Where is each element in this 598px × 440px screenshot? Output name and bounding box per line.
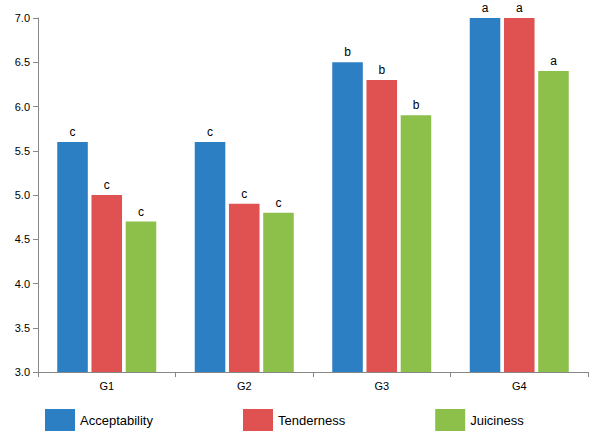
svg-text:b: b (413, 98, 420, 112)
svg-text:G1: G1 (99, 380, 114, 392)
svg-text:c: c (207, 125, 213, 139)
svg-text:c: c (138, 205, 144, 219)
svg-text:5.0: 5.0 (15, 189, 30, 201)
svg-text:4.5: 4.5 (15, 233, 30, 245)
svg-text:c: c (275, 196, 281, 210)
svg-text:4.0: 4.0 (15, 278, 30, 290)
svg-text:Tenderness: Tenderness (278, 413, 346, 428)
svg-text:7.0: 7.0 (15, 12, 30, 24)
svg-text:3.5: 3.5 (15, 322, 30, 334)
svg-text:a: a (516, 1, 523, 15)
svg-text:Acceptability: Acceptability (80, 413, 153, 428)
svg-text:b: b (344, 45, 351, 59)
svg-text:5.5: 5.5 (15, 145, 30, 157)
svg-text:6.5: 6.5 (15, 56, 30, 68)
svg-text:c: c (70, 125, 76, 139)
svg-text:3.0: 3.0 (15, 366, 30, 378)
svg-text:c: c (104, 178, 110, 192)
svg-text:G2: G2 (237, 380, 252, 392)
svg-text:a: a (550, 54, 557, 68)
svg-text:b: b (378, 63, 385, 77)
svg-text:6.0: 6.0 (15, 101, 30, 113)
svg-text:Juiciness: Juiciness (470, 413, 524, 428)
svg-text:c: c (241, 187, 247, 201)
svg-text:G3: G3 (374, 380, 389, 392)
svg-text:a: a (482, 1, 489, 15)
svg-text:G4: G4 (512, 380, 527, 392)
